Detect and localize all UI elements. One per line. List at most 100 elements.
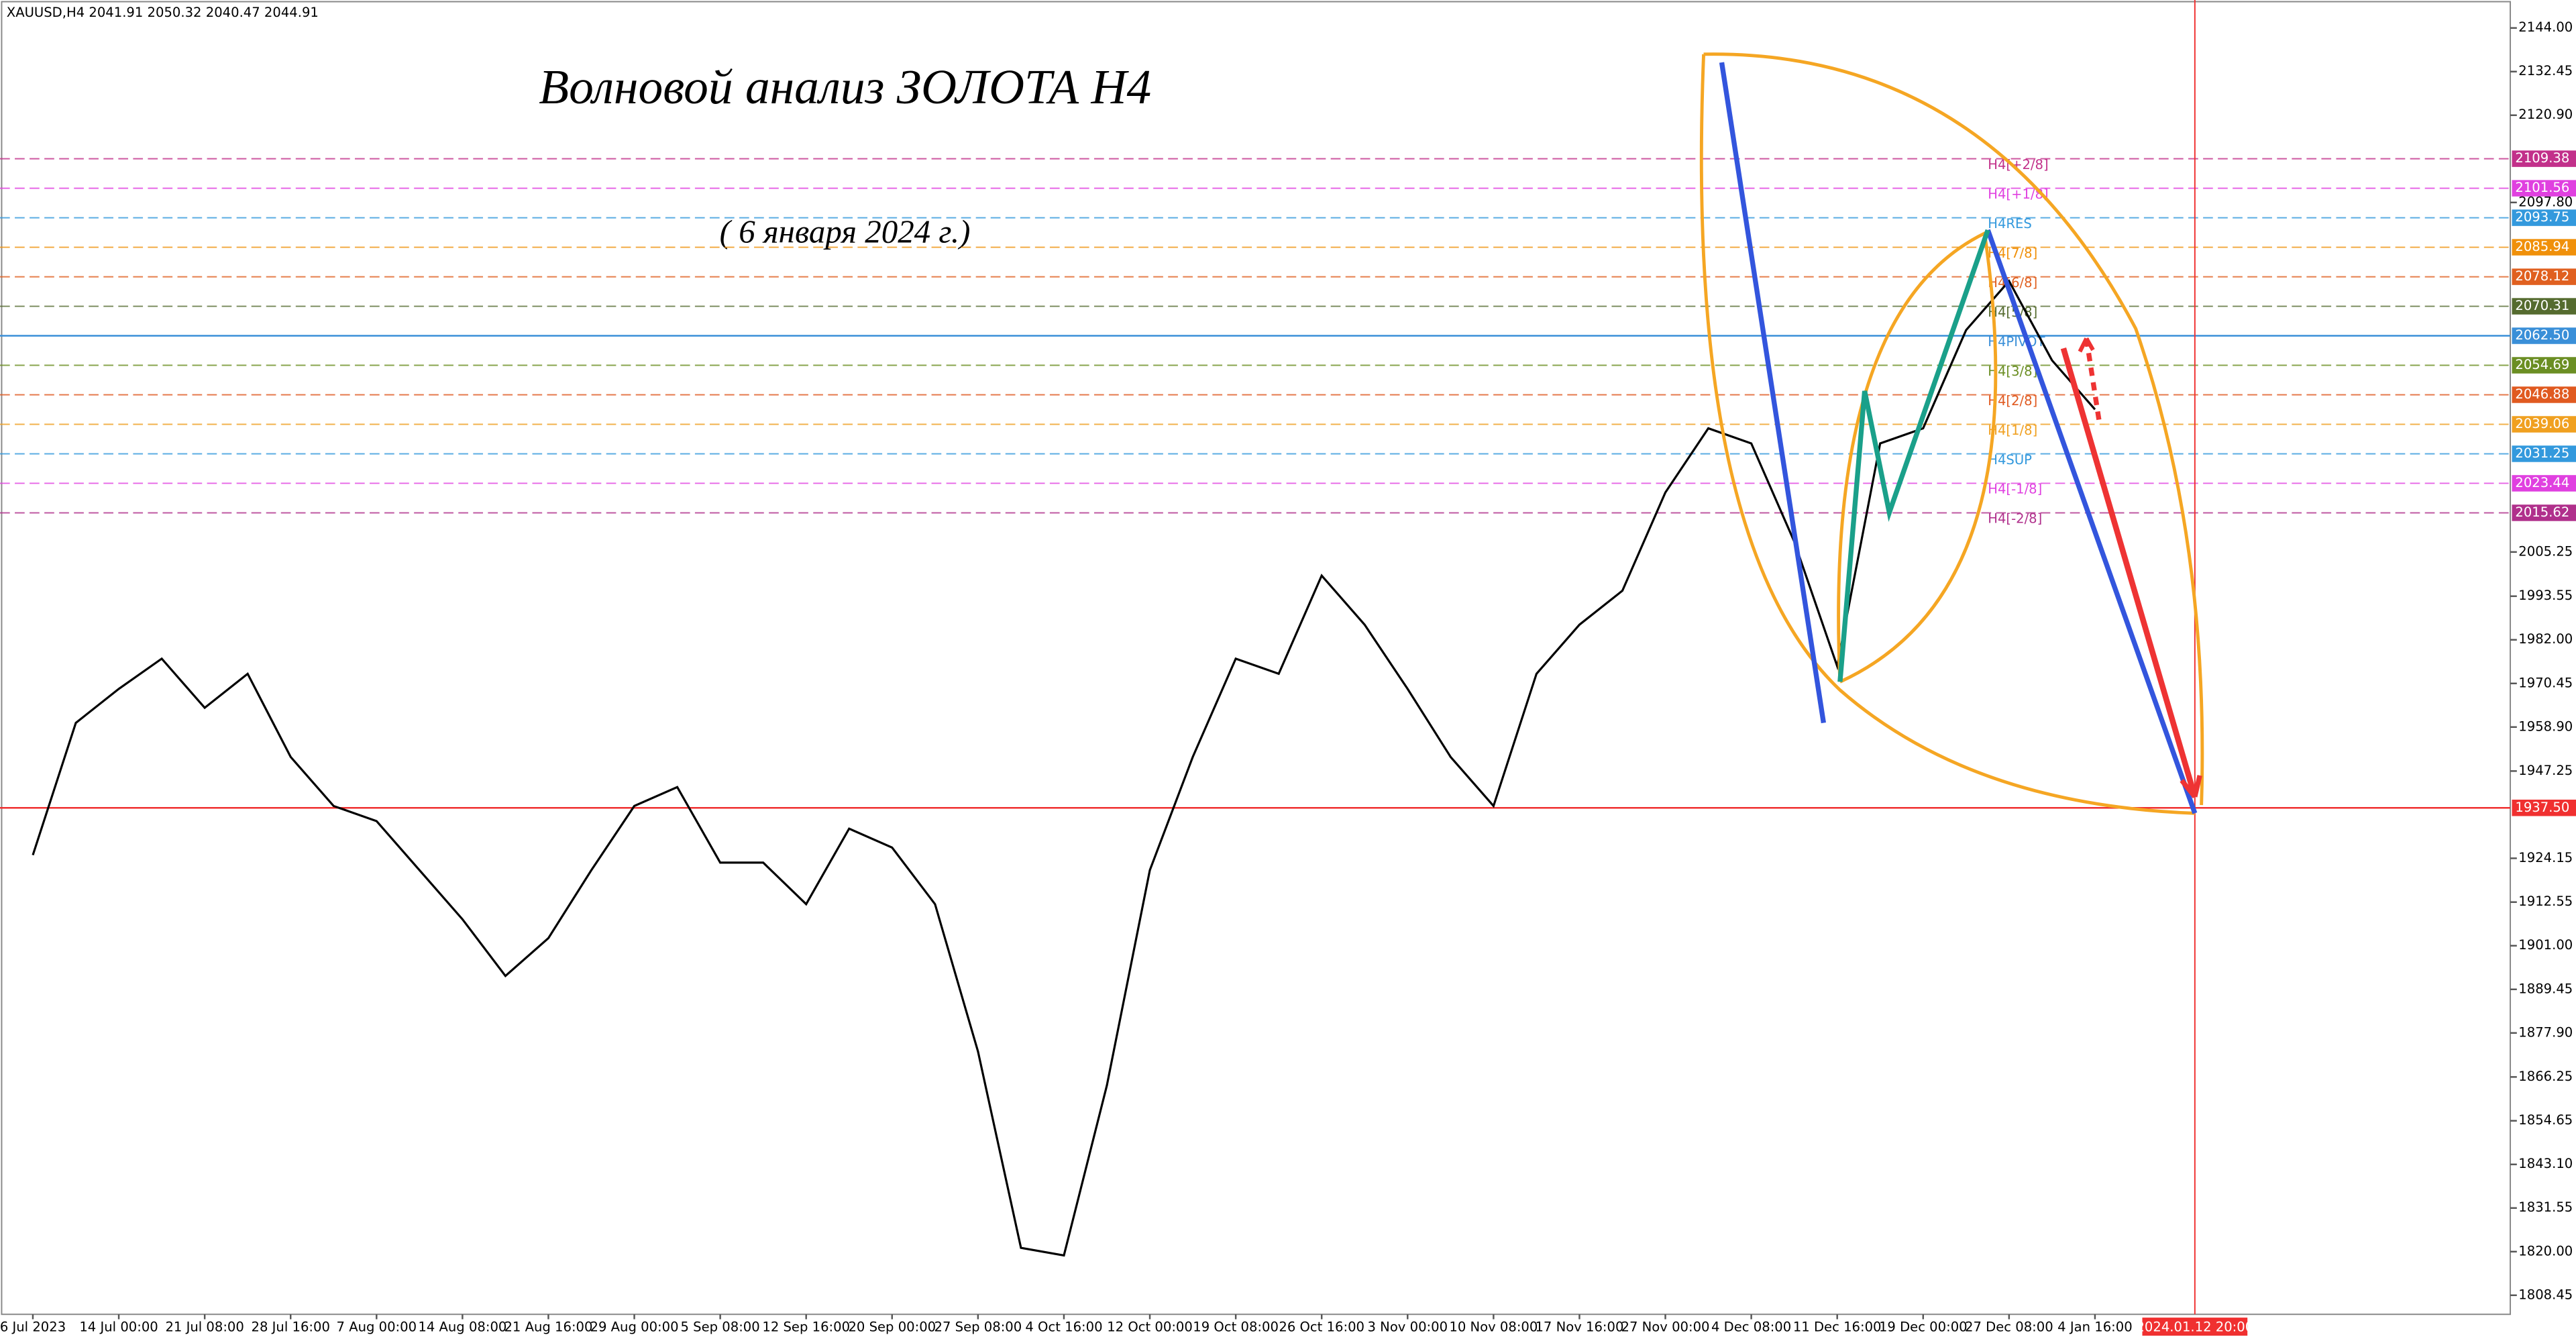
level-name: H4[2/8] <box>1988 393 2037 409</box>
wave-line <box>1719 62 1826 724</box>
level-name: H4[5/8] <box>1988 305 2037 320</box>
level-label: 2070.31 <box>2515 298 2569 313</box>
level-label-box <box>2512 357 2576 374</box>
level-label-box <box>2512 504 2576 521</box>
level-label-box <box>2512 298 2576 315</box>
level-label: 2078.12 <box>2515 268 2569 284</box>
x-tick-label: 6 Jul 2023 <box>0 1319 66 1334</box>
x-tick-label: 11 Dec 16:00 <box>1793 1319 1882 1334</box>
y-tick-label: 2120.90 <box>2518 107 2573 122</box>
y-tick-label: 1854.65 <box>2518 1112 2573 1128</box>
y-tick-label: 1889.45 <box>2518 981 2573 996</box>
level-label: 2031.25 <box>2515 445 2569 461</box>
y-tick-label: 1808.45 <box>2518 1287 2573 1302</box>
arc <box>1703 52 2204 806</box>
y-tick-label: 1820.00 <box>2518 1243 2573 1258</box>
x-tick-label: 29 Aug 00:00 <box>590 1319 679 1334</box>
level-name: H4[1/8] <box>1988 423 2037 438</box>
chart-subtitle: ( 6 января 2024 г.) <box>720 213 971 250</box>
x-tick-label: 27 Sep 08:00 <box>934 1319 1022 1334</box>
level-label-box <box>2512 475 2576 492</box>
level-label: 2046.88 <box>2515 386 2569 402</box>
x-tick-label: 19 Oct 08:00 <box>1193 1319 1279 1334</box>
level-name: H4[+2/8] <box>1988 157 2048 172</box>
annotations <box>1699 52 2204 815</box>
level-name: H4[+1/8] <box>1988 186 2048 202</box>
level-name: H4SUP <box>1988 452 2032 468</box>
level-label: 1937.50 <box>2515 800 2569 815</box>
x-tick-label: 27 Dec 08:00 <box>1965 1319 2053 1334</box>
level-label-box <box>2512 386 2576 403</box>
x-tick-label: 20 Sep 00:00 <box>848 1319 936 1334</box>
x-tick-label: 27 Nov 00:00 <box>1621 1319 1710 1334</box>
symbol-info: XAUUSD,H4 2041.91 2050.32 2040.47 2044.9… <box>7 5 319 20</box>
level-label-box <box>2512 445 2576 462</box>
level-name: H4RES <box>1988 216 2032 231</box>
level-label: 2023.44 <box>2515 475 2569 490</box>
arrow-head <box>2180 775 2202 799</box>
level-name: H4[3/8] <box>1988 364 2037 379</box>
level-label: 2054.69 <box>2515 357 2569 372</box>
arrow-head <box>2078 337 2095 353</box>
x-tick-label: 4 Dec 08:00 <box>1711 1319 1791 1334</box>
price <box>32 279 2096 1257</box>
y-tick-label: 2144.00 <box>2518 19 2573 35</box>
y-tick-label: 1901.00 <box>2518 937 2573 953</box>
forecast-arrow <box>2060 347 2198 798</box>
level-label-box <box>2512 239 2576 256</box>
level-label-box <box>2512 150 2576 167</box>
y-tick-label: 1958.90 <box>2518 718 2573 734</box>
level-label: 2085.94 <box>2515 239 2569 254</box>
x-tick-label: 21 Jul 08:00 <box>165 1319 244 1334</box>
y-tick-label: 2132.45 <box>2518 63 2573 78</box>
x-tick-label: 10 Nov 08:00 <box>1449 1319 1538 1334</box>
level-name: H4[-2/8] <box>1988 511 2042 527</box>
y-tick-label: 1831.55 <box>2518 1199 2573 1215</box>
level-label: 2039.06 <box>2515 416 2569 431</box>
x-tick-label: 3 Nov 00:00 <box>1368 1319 1448 1334</box>
level-label: 2062.50 <box>2515 327 2569 343</box>
x-tick-label: 12 Sep 16:00 <box>762 1319 850 1334</box>
y-tick-label: 1866.25 <box>2518 1069 2573 1084</box>
level-name: H4[6/8] <box>1988 275 2037 290</box>
y-tick-label: 1970.45 <box>2518 675 2573 690</box>
y-tick-label: 1877.90 <box>2518 1024 2573 1040</box>
y-tick-label: 1947.25 <box>2518 763 2573 778</box>
x-tick-label: 5 Sep 08:00 <box>681 1319 760 1334</box>
level-label: 2101.56 <box>2515 180 2569 195</box>
wave-line <box>1985 229 2198 814</box>
x-tick-label: 21 Aug 16:00 <box>504 1319 592 1334</box>
y-tick-label: 1843.10 <box>2518 1156 2573 1171</box>
y-tick-label: 1982.00 <box>2518 631 2573 647</box>
x-tick-label: 14 Jul 00:00 <box>79 1319 158 1334</box>
y-tick-label: 1993.55 <box>2518 588 2573 603</box>
x-tick-label: 7 Aug 00:00 <box>337 1319 417 1334</box>
x-tick-label: 4 Oct 16:00 <box>1025 1319 1102 1334</box>
time-label-box <box>2142 1318 2248 1336</box>
level-label-box <box>2512 327 2576 344</box>
x-tick-label: 17 Nov 16:00 <box>1535 1319 1623 1334</box>
chart-title: Волновой анализ ЗОЛОТА H4 <box>539 60 1151 114</box>
x-tick-label: 26 Oct 16:00 <box>1279 1319 1364 1334</box>
x-tick-label: 12 Oct 00:00 <box>1107 1319 1193 1334</box>
level-label: 2015.62 <box>2515 504 2569 520</box>
level-label-box <box>2512 800 2576 816</box>
y-tick-label: 1912.55 <box>2518 894 2573 909</box>
level-name: H4[7/8] <box>1988 246 2037 261</box>
axes: 2144.00 2132.45 2120.90 2097.80 2005.25 1993.… <box>0 19 2573 1336</box>
y-tick-label: 2005.25 <box>2518 543 2573 559</box>
y-tick-label: 2097.80 <box>2518 194 2573 209</box>
x-tick-label: 19 Dec 00:00 <box>1879 1319 1968 1334</box>
x-tick-label: 14 Aug 08:00 <box>418 1319 506 1334</box>
level-label-box <box>2512 416 2576 433</box>
level-name: H4[-1/8] <box>1988 482 2042 497</box>
level-label: 2093.75 <box>2515 209 2569 225</box>
plot-frame <box>1 1 2512 1316</box>
level-label-box <box>2512 180 2576 197</box>
level-label: 2109.38 <box>2515 150 2569 166</box>
time-label: 2024.01.12 20:00 <box>2136 1319 2253 1334</box>
